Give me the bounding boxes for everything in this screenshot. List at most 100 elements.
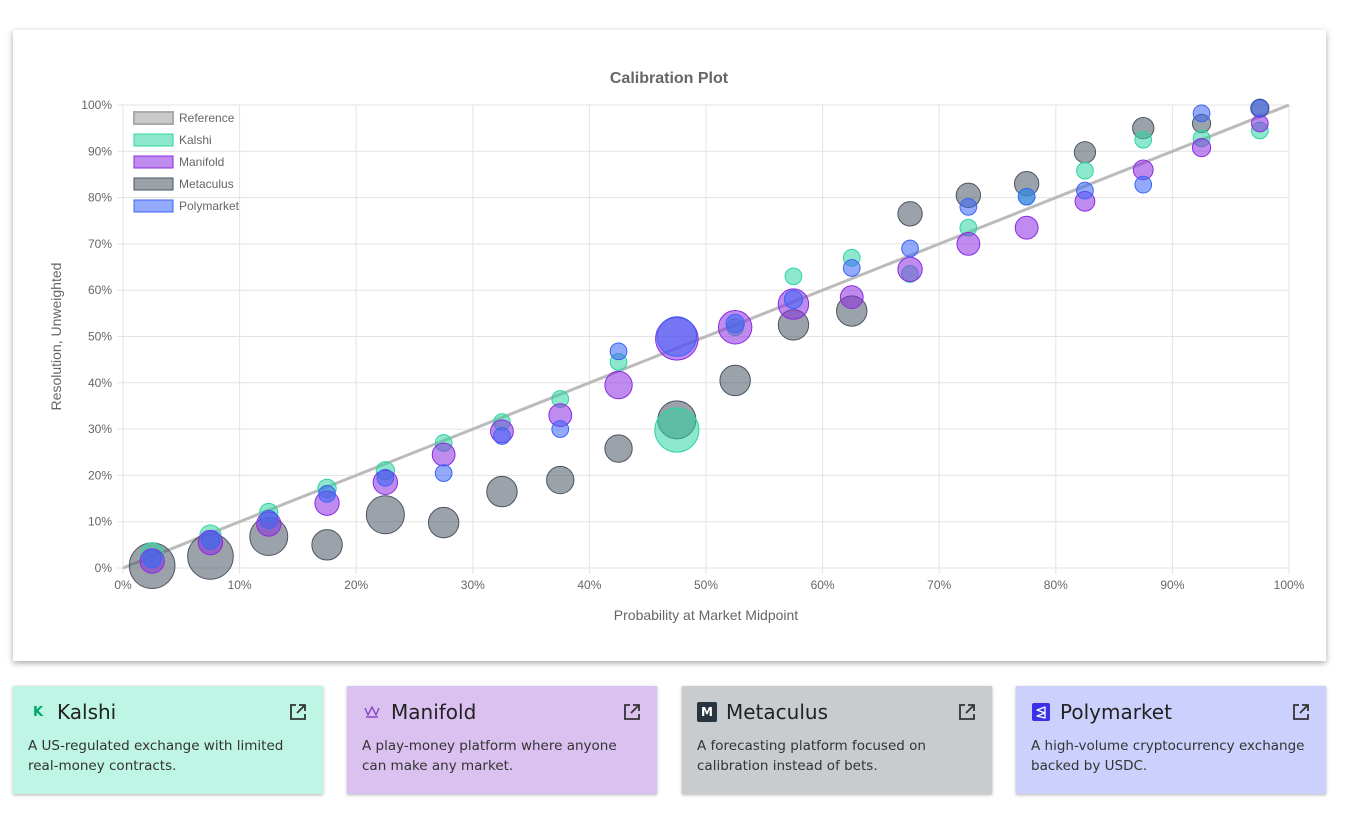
polymarket-point xyxy=(783,289,804,310)
manifold-point xyxy=(1014,215,1039,240)
y-tick-label: 80% xyxy=(88,191,112,205)
legend-label-polymarket: Polymarket xyxy=(179,199,240,213)
legend-swatch-reference xyxy=(133,111,174,125)
polymarket-point xyxy=(901,239,919,258)
metaculus-point xyxy=(311,529,343,561)
manifold-point xyxy=(839,285,864,310)
metaculus-logo-icon: M xyxy=(697,702,717,722)
manifold-point xyxy=(1250,114,1269,133)
card-title: Kalshi xyxy=(57,700,117,724)
card-description: A high-volume cryptocurrency exchange ba… xyxy=(1031,738,1305,774)
metaculus-point xyxy=(486,475,518,508)
manifold-logo-icon xyxy=(364,706,380,718)
x-tick-label: 100% xyxy=(1274,578,1305,592)
metaculus-point xyxy=(365,495,405,535)
legend-swatch-metaculus xyxy=(133,177,174,191)
x-tick-label: 10% xyxy=(228,578,252,592)
metaculus-point xyxy=(546,465,575,495)
y-tick-label: 40% xyxy=(88,376,112,390)
metaculus-card[interactable]: M Metaculus A forecasting platform focus… xyxy=(682,686,992,794)
card-header: Manifold xyxy=(362,700,642,724)
manifold-point xyxy=(604,370,633,400)
y-tick-label: 20% xyxy=(88,468,112,482)
legend-swatch-manifold xyxy=(133,155,174,169)
y-tick-label: 0% xyxy=(95,561,113,575)
card-description: A forecasting platform focused on calibr… xyxy=(697,738,926,774)
legend-swatch-kalshi xyxy=(133,133,174,147)
x-tick-label: 0% xyxy=(114,578,132,592)
polymarket-card[interactable]: Polymarket A high-volume cryptocurrency … xyxy=(1016,686,1326,794)
kalshi-logo-icon: K xyxy=(32,704,44,720)
kalshi-point xyxy=(784,267,803,286)
polymarket-point xyxy=(493,427,511,445)
x-tick-label: 80% xyxy=(1044,578,1068,592)
polymarket-point xyxy=(434,464,453,482)
card-title: Polymarket xyxy=(1060,700,1172,724)
legend-label-metaculus: Metaculus xyxy=(179,177,234,191)
x-tick-label: 60% xyxy=(811,578,835,592)
polymarket-point xyxy=(1076,181,1094,200)
y-tick-label: 60% xyxy=(88,283,112,297)
y-tick-label: 90% xyxy=(88,144,112,158)
legend-label-manifold: Manifold xyxy=(179,155,224,169)
polymarket-point xyxy=(200,530,221,550)
polymarket-point xyxy=(318,485,336,503)
y-tick-label: 10% xyxy=(88,515,112,529)
polymarket-point xyxy=(959,198,978,216)
polymarket-point xyxy=(1192,104,1211,123)
external-link-icon[interactable] xyxy=(288,702,308,722)
card-description: A US-regulated exchange with limited rea… xyxy=(28,738,284,774)
kalshi-point xyxy=(654,407,700,453)
legend-label-reference: Reference xyxy=(179,111,235,125)
x-axis-label: Probability at Market Midpoint xyxy=(614,607,799,623)
kalshi-point xyxy=(1134,130,1153,149)
manifold-card[interactable]: Manifold A play-money platform where any… xyxy=(347,686,657,794)
external-link-icon[interactable] xyxy=(622,702,642,722)
manifold-point xyxy=(897,256,923,283)
polymarket-point xyxy=(142,549,162,569)
manifold-point xyxy=(1191,137,1212,158)
external-link-icon[interactable] xyxy=(1291,702,1311,722)
polymarket-point xyxy=(1017,187,1036,206)
card-description: A play-money platform where anyone can m… xyxy=(362,738,617,774)
legend-swatch-polymarket xyxy=(133,199,174,213)
legend-label-kalshi: Kalshi xyxy=(179,133,212,147)
y-tick-label: 30% xyxy=(88,422,112,436)
metaculus-point xyxy=(604,434,633,463)
polymarket-point xyxy=(1134,175,1153,194)
card-header: K Kalshi xyxy=(28,700,308,724)
calibration-chart: 0% 10% 20% 30% 40% 50% 60% 70% 80% 90% 100% 0% 10% 20… xyxy=(48,70,1305,623)
card-title: Manifold xyxy=(391,700,477,724)
polymarket-point xyxy=(376,468,395,487)
polymarket-point xyxy=(551,420,570,438)
x-tick-label: 30% xyxy=(461,578,485,592)
calibration-chart-card: 0% 10% 20% 30% 40% 50% 60% 70% 80% 90% 100% 0% 10% 20… xyxy=(13,30,1326,661)
polymarket-logo-icon xyxy=(1032,703,1050,721)
x-tick-label: 90% xyxy=(1160,578,1184,592)
external-link-icon[interactable] xyxy=(957,702,977,722)
x-tick-label: 70% xyxy=(927,578,951,592)
y-tick-label: 50% xyxy=(88,330,112,344)
card-header: Polymarket xyxy=(1031,700,1311,724)
x-tick-label: 40% xyxy=(577,578,601,592)
polymarket-point xyxy=(259,509,279,530)
metaculus-point xyxy=(1073,141,1097,164)
y-tick-label: 100% xyxy=(81,98,112,112)
manifold-point xyxy=(956,232,981,256)
kalshi-point xyxy=(1076,161,1094,180)
metaculus-point xyxy=(897,201,923,227)
card-header: M Metaculus xyxy=(697,700,977,724)
metaculus-point xyxy=(719,364,751,397)
x-tick-label: 20% xyxy=(344,578,368,592)
polymarket-point xyxy=(609,342,628,361)
metaculus-point xyxy=(427,506,460,539)
kalshi-card[interactable]: K Kalshi A US-regulated exchange with li… xyxy=(13,686,323,794)
chart-title: Calibration Plot xyxy=(610,70,729,87)
polymarket-point xyxy=(1250,99,1269,118)
polymarket-point xyxy=(725,313,745,334)
reference-line xyxy=(122,103,1290,570)
polymarket-point xyxy=(842,259,861,277)
y-tick-label: 70% xyxy=(88,237,112,251)
y-axis-label: Resolution, Unweighted xyxy=(48,263,64,411)
polymarket-point xyxy=(656,316,698,357)
